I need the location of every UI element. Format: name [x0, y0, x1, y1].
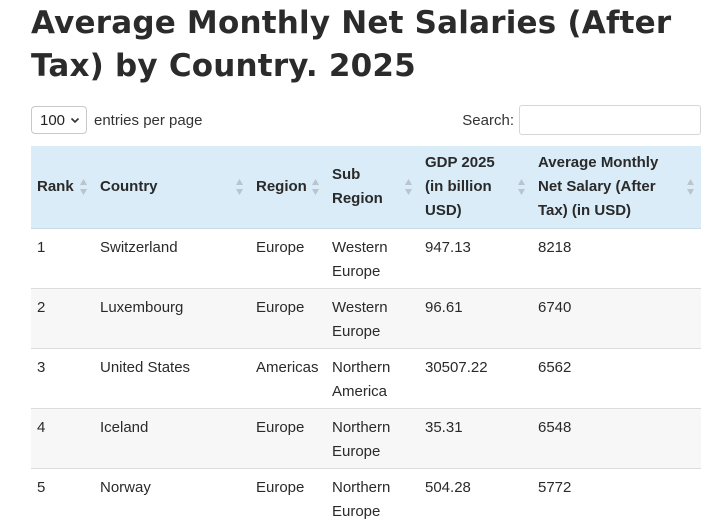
cell-region: Europe — [250, 468, 326, 526]
sort-both-icon — [518, 178, 525, 195]
column-header-label: Rank — [37, 177, 74, 195]
column-header-label: GDP 2025 (in billion USD) — [425, 153, 495, 219]
table-row: 1 Switzerland Europe Western Europe 947.… — [31, 228, 701, 289]
column-header-country[interactable]: Country — [94, 146, 250, 229]
cell-gdp: 30507.22 — [419, 348, 532, 409]
cell-region: Europe — [250, 228, 326, 289]
cell-sub-region: Northern Europe — [326, 468, 419, 526]
cell-salary: 6548 — [532, 408, 701, 469]
sort-both-icon — [687, 178, 694, 195]
cell-rank: 5 — [31, 468, 94, 526]
chevron-down-icon — [70, 117, 80, 124]
cell-sub-region: Western Europe — [326, 288, 419, 349]
column-header-sub-region[interactable]: Sub Region — [326, 146, 419, 229]
cell-salary: 5772 — [532, 468, 701, 526]
search-label: Search: — [462, 111, 514, 129]
entries-per-page-control: 100 entries per page — [31, 104, 202, 136]
cell-region: Europe — [250, 288, 326, 349]
cell-salary: 6740 — [532, 288, 701, 349]
table-controls: 100 entries per page Search: — [31, 104, 701, 136]
table-row: 4 Iceland Europe Northern Europe 35.31 6… — [31, 408, 701, 469]
column-header-salary[interactable]: Average Monthly Net Salary (After Tax) (… — [532, 146, 701, 229]
cell-country: Luxembourg — [94, 288, 250, 349]
sort-both-icon — [312, 178, 319, 195]
cell-rank: 3 — [31, 348, 94, 409]
column-header-label: Average Monthly Net Salary (After Tax) (… — [538, 153, 659, 219]
cell-sub-region: Northern Europe — [326, 408, 419, 469]
column-header-label: Region — [256, 177, 307, 195]
entries-per-page-value: 100 — [40, 111, 66, 129]
sort-both-icon — [405, 178, 412, 195]
column-header-gdp[interactable]: GDP 2025 (in billion USD) — [419, 146, 532, 229]
entries-per-page-select[interactable]: 100 — [31, 106, 87, 134]
page-title: Average Monthly Net Salaries (After Tax)… — [31, 5, 672, 84]
sort-both-icon — [236, 178, 243, 195]
cell-gdp: 96.61 — [419, 288, 532, 349]
search-control: Search: — [462, 104, 701, 136]
cell-country: Switzerland — [94, 228, 250, 289]
table-header: Rank Country Region Sub Region GDP 2025 … — [31, 146, 701, 229]
column-header-label: Sub Region — [332, 165, 383, 207]
column-header-rank[interactable]: Rank — [31, 146, 94, 229]
search-input[interactable] — [519, 105, 701, 135]
cell-sub-region: Northern America — [326, 348, 419, 409]
salary-table: Rank Country Region Sub Region GDP 2025 … — [31, 146, 701, 526]
cell-country: Iceland — [94, 408, 250, 469]
cell-gdp: 947.13 — [419, 228, 532, 289]
cell-country: Norway — [94, 468, 250, 526]
table-row: 5 Norway Europe Northern Europe 504.28 5… — [31, 468, 701, 526]
cell-region: Americas — [250, 348, 326, 409]
table-row: 2 Luxembourg Europe Western Europe 96.61… — [31, 288, 701, 349]
cell-country: United States — [94, 348, 250, 409]
cell-salary: 6562 — [532, 348, 701, 409]
cell-rank: 4 — [31, 408, 94, 469]
cell-rank: 2 — [31, 288, 94, 349]
cell-gdp: 504.28 — [419, 468, 532, 526]
cell-sub-region: Western Europe — [326, 228, 419, 289]
table-row: 3 United States Americas Northern Americ… — [31, 348, 701, 409]
table-body: 1 Switzerland Europe Western Europe 947.… — [31, 228, 701, 526]
cell-gdp: 35.31 — [419, 408, 532, 469]
entries-per-page-label: entries per page — [94, 111, 203, 129]
cell-salary: 8218 — [532, 228, 701, 289]
column-header-region[interactable]: Region — [250, 146, 326, 229]
cell-rank: 1 — [31, 228, 94, 289]
sort-both-icon — [80, 178, 87, 195]
column-header-label: Country — [100, 177, 158, 195]
cell-region: Europe — [250, 408, 326, 469]
